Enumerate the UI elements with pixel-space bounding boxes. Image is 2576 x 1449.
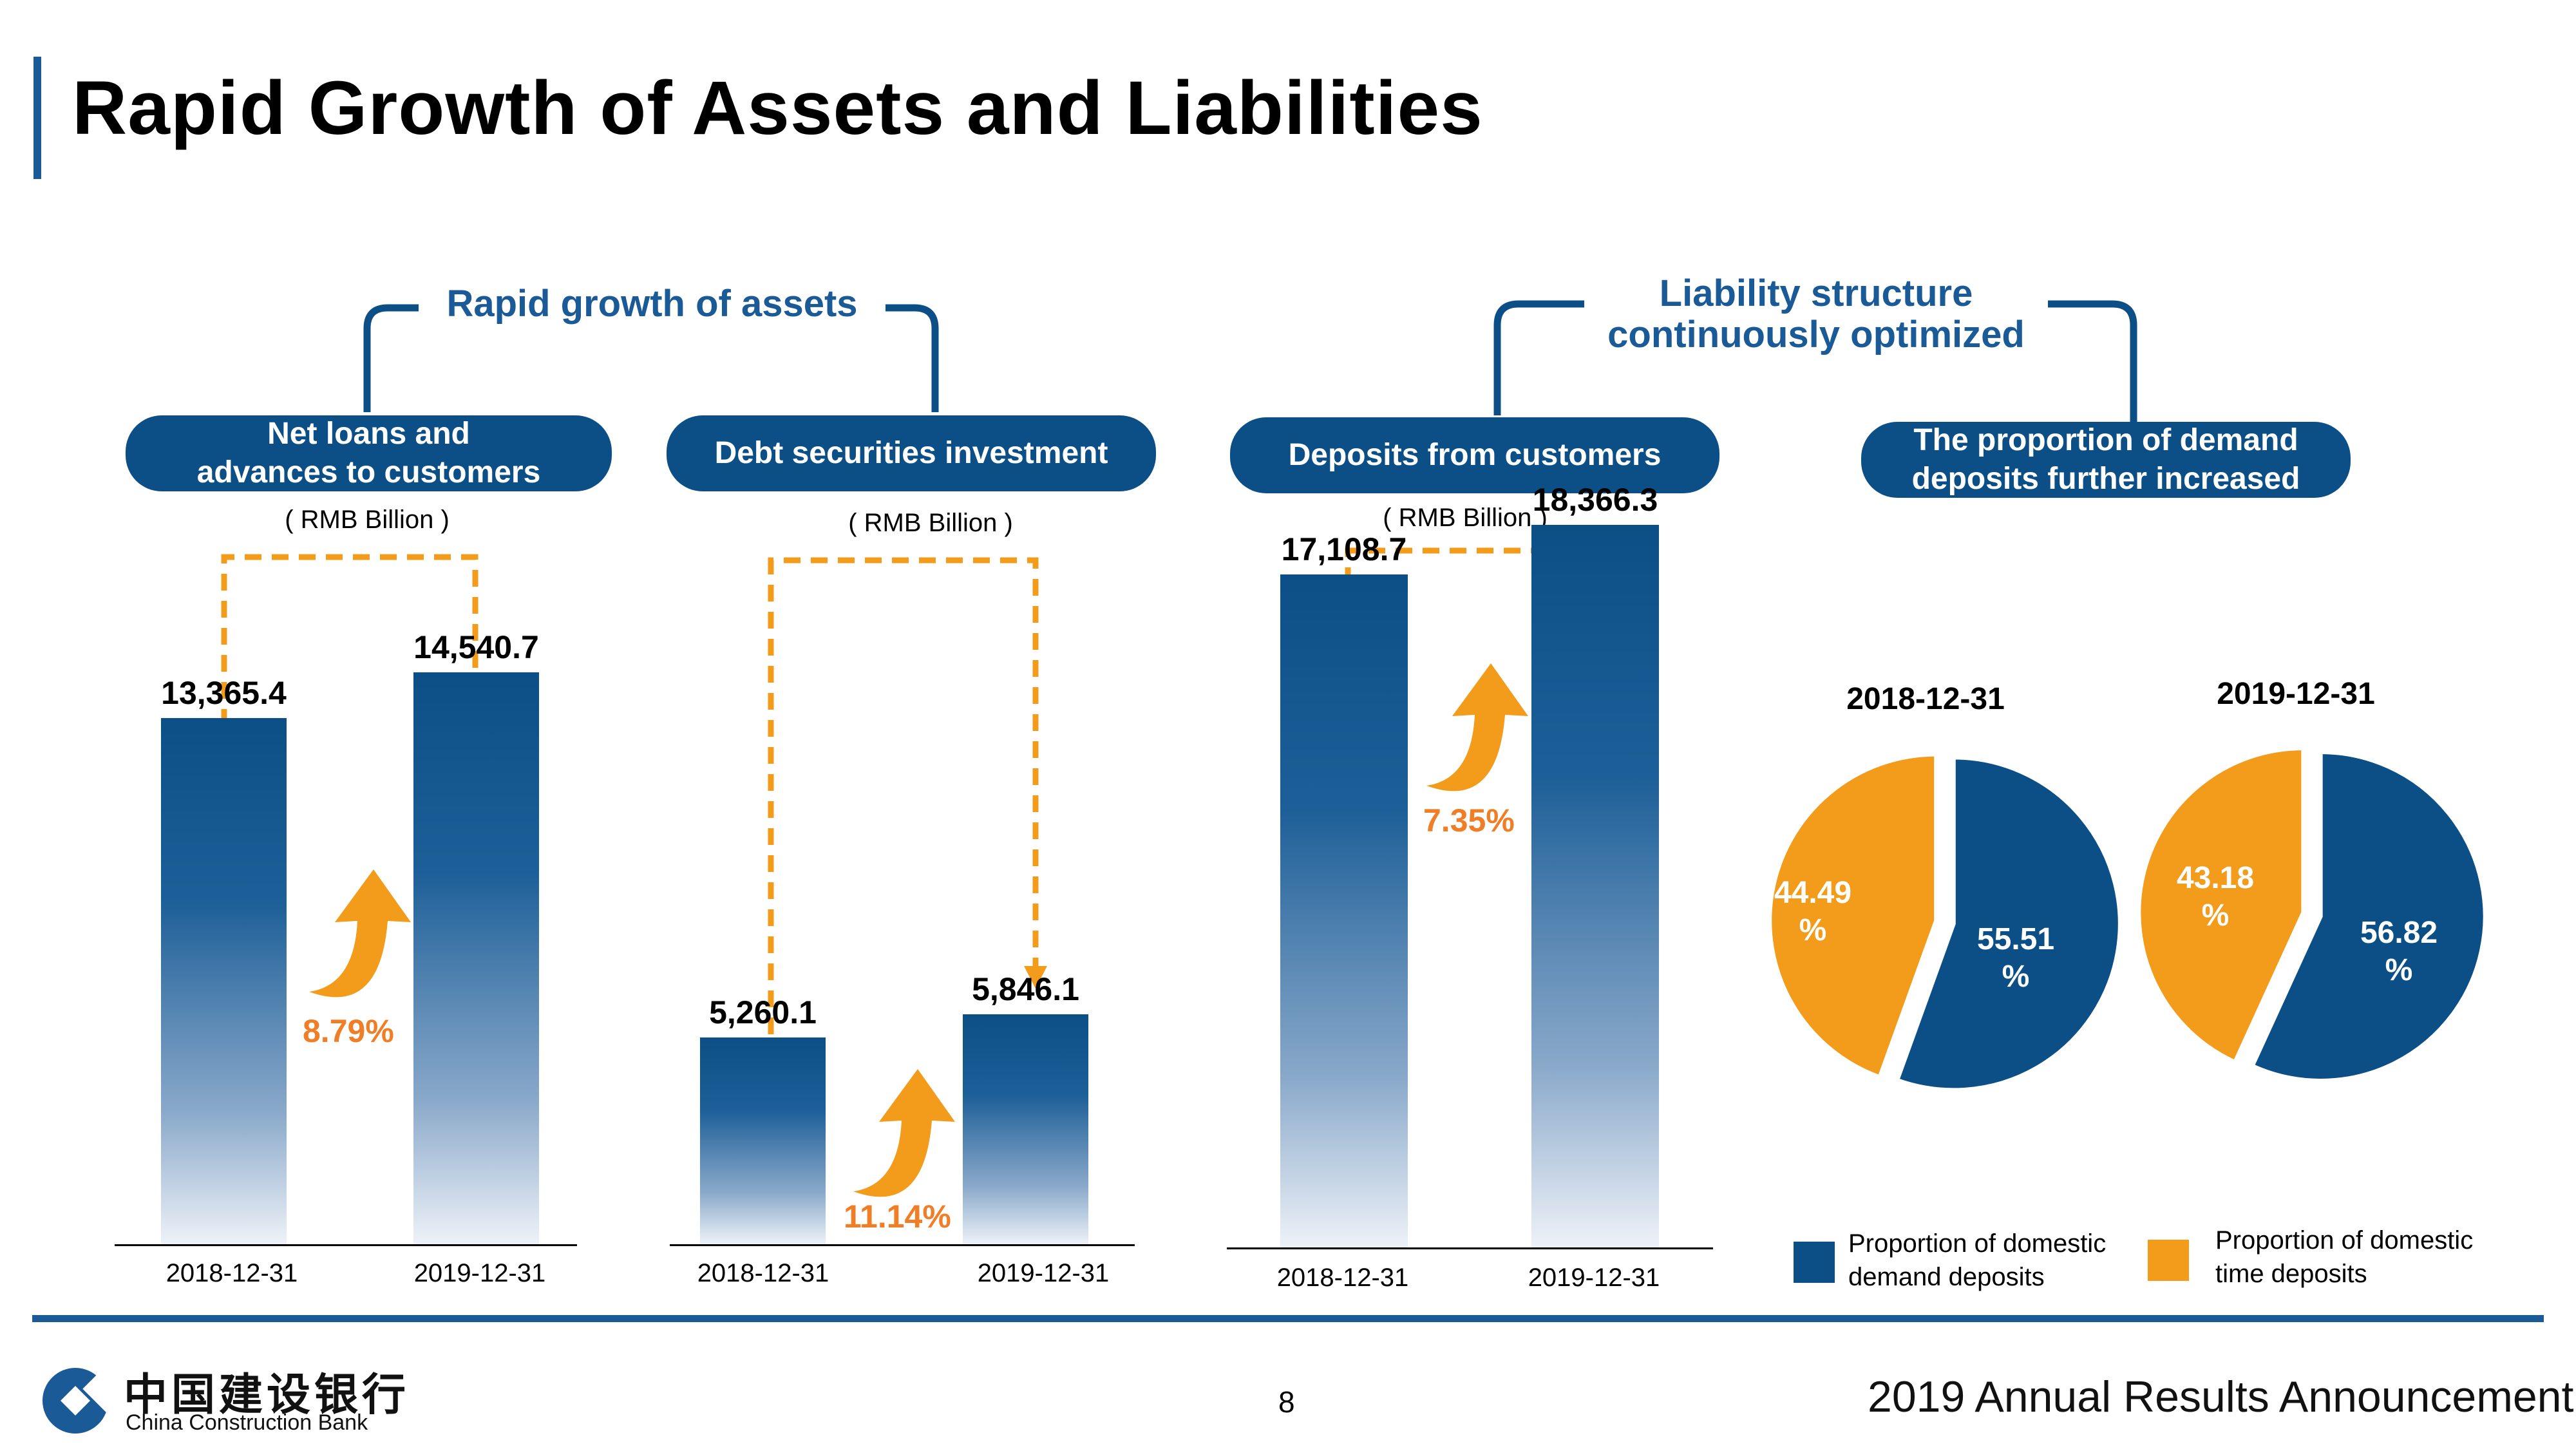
debt-unit: ( RMB Billion ) xyxy=(848,509,1013,537)
title-accent-bar xyxy=(33,57,41,179)
debt-value-label-2019: 5,846.1 xyxy=(972,971,1079,1007)
loans-category-label-2018: 2018-12-31 xyxy=(166,1259,298,1287)
debt-pill-label: Debt securities investment xyxy=(714,436,1108,470)
loans-value-label-2019: 14,540.7 xyxy=(413,629,539,665)
liability-section-title-line2: continuously optimized xyxy=(1591,314,2041,355)
deposits-baseline xyxy=(1227,1247,1713,1249)
debt-value-label-2018: 5,260.1 xyxy=(709,994,817,1030)
logo-english-name: China Construction Bank xyxy=(126,1410,368,1435)
debt-dash-arrowhead xyxy=(1024,966,1047,989)
deposits-bar-2018 xyxy=(1280,574,1408,1247)
pie-2019-slice-time xyxy=(2137,746,2306,1065)
deposits-growth-arrow xyxy=(1426,663,1528,791)
logo-chinese-name: 中国建设银行 xyxy=(124,1370,410,1419)
deposits-category-label-2019: 2019-12-31 xyxy=(1528,1264,1660,1292)
deposits-unit: ( RMB Billion ) xyxy=(1383,504,1548,532)
deposits-value-label-2019: 18,366.3 xyxy=(1532,481,1658,518)
debt-growth-arrow xyxy=(853,1069,955,1197)
loans-bar-2019 xyxy=(413,672,539,1244)
pie-2018-demand-value: 55.51 xyxy=(1976,922,2055,956)
pie-2019-slice-demand xyxy=(2249,750,2487,1083)
debt-baseline xyxy=(670,1244,1135,1246)
debt-growth-label: 11.14% xyxy=(844,1198,951,1235)
debt-pill: Debt securities investment xyxy=(667,415,1156,491)
deposits-pill-label: Deposits from customers xyxy=(1288,438,1662,472)
legend-time-line2: time deposits xyxy=(2215,1260,2367,1288)
liability-section-title-line1: Liability structure xyxy=(1591,273,2041,314)
pie-2018-time-value: 44.49 xyxy=(1774,876,1852,910)
pie-2019-demand-label: 56.82 % xyxy=(2334,914,2463,989)
pie-2019-time-label: 43.18 % xyxy=(2151,860,2280,934)
loans-pill: Net loans and advances to customers xyxy=(126,415,612,491)
pie-2019-time-value: 43.18 xyxy=(2176,861,2255,895)
legend-demand-swatch xyxy=(1794,1242,1835,1283)
assets-section-title: Rapid growth of assets xyxy=(425,283,879,325)
loans-value-label-2018: 13,365.4 xyxy=(161,675,287,712)
loans-growth-arrow xyxy=(309,869,411,998)
proportion-pill-line1: The proportion of demand xyxy=(1913,423,2298,457)
pie-2019-demand-value: 56.82 xyxy=(2360,916,2438,950)
proportion-pill: The proportion of demand deposits furthe… xyxy=(1861,422,2351,498)
debt-category-label-2019: 2019-12-31 xyxy=(977,1259,1110,1287)
loans-baseline xyxy=(115,1244,577,1246)
page-title: Rapid Growth of Assets and Liabilities xyxy=(72,66,1483,151)
pie-2018-date: 2018-12-31 xyxy=(1846,682,2005,716)
deposits-pill: Deposits from customers xyxy=(1230,417,1719,493)
footer-divider xyxy=(32,1315,2544,1322)
pie-2019-date: 2019-12-31 xyxy=(2217,677,2375,711)
pie-2018-time-label: 44.49 % xyxy=(1748,875,1877,949)
legend-time-text: Proportion of domestic time deposits xyxy=(2215,1224,2473,1291)
page-number: 8 xyxy=(1278,1385,1295,1419)
liability-bracket xyxy=(1493,300,2137,422)
loans-category-label-2019: 2019-12-31 xyxy=(413,1259,546,1287)
debt-category-label-2018: 2018-12-31 xyxy=(697,1259,829,1287)
legend-demand-line2: demand deposits xyxy=(1848,1263,2045,1291)
legend-time-swatch xyxy=(2148,1240,2189,1281)
debt-dash-connector xyxy=(768,557,1039,1088)
pie-2018-time-pct: % xyxy=(1799,913,1827,947)
proportion-pill-line2: deposits further increased xyxy=(1911,462,2300,496)
loans-bar-2018 xyxy=(161,718,287,1244)
pie-2019-demand-pct: % xyxy=(2385,953,2413,987)
loans-unit: ( RMB Billion ) xyxy=(285,506,450,534)
loans-dash-connector xyxy=(221,554,478,834)
assets-bracket xyxy=(363,304,939,412)
loans-pill-line2: advances to customers xyxy=(196,455,541,489)
pie-2018-demand-pct: % xyxy=(2002,960,2030,994)
loans-growth-label: 8.79% xyxy=(303,1013,394,1049)
pie-2018-slice-demand xyxy=(1895,755,2122,1092)
legend-time-line1: Proportion of domestic xyxy=(2215,1226,2474,1255)
deposits-bar-2019 xyxy=(1531,524,1659,1247)
footer-announcement: 2019 Annual Results Announcement xyxy=(1868,1372,2574,1421)
legend-demand-line1: Proportion of domestic xyxy=(1848,1229,2107,1258)
ccb-logo-icon xyxy=(43,1368,111,1434)
pie-2018-slice-time xyxy=(1768,752,1938,1080)
deposits-value-label-2018: 17,108.7 xyxy=(1281,531,1407,567)
debt-bar-2018 xyxy=(700,1037,826,1244)
loans-pill-line1: Net loans and xyxy=(267,417,470,451)
legend-demand-text: Proportion of domestic demand deposits xyxy=(1848,1227,2106,1294)
deposits-growth-label: 7.35% xyxy=(1423,802,1515,838)
pie-2019-time-pct: % xyxy=(2201,898,2230,933)
deposits-category-label-2018: 2018-12-31 xyxy=(1276,1264,1409,1292)
debt-bar-2019 xyxy=(963,1014,1088,1244)
pie-2018-demand-label: 55.51 % xyxy=(1951,921,2080,996)
